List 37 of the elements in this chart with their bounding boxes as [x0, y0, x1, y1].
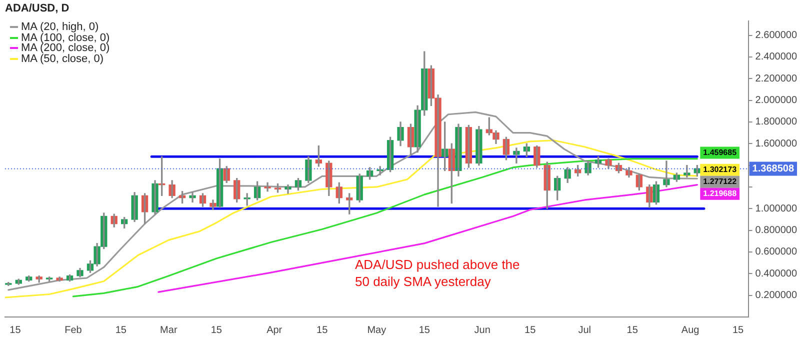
y-tick-label: 2.600000 — [755, 30, 798, 42]
y-tick-label: 2.000000 — [755, 95, 798, 106]
legend-label: MA (50, close, 0) — [20, 52, 104, 64]
y-tick-label: 2.400000 — [755, 52, 798, 63]
y-tick-label: 0.200000 — [755, 290, 798, 302]
y-tick-label: 0.800000 — [755, 225, 798, 236]
data-label: 1.219688 — [703, 189, 738, 198]
x-tick-label: 15 — [210, 324, 222, 336]
data-label: 1.459685 — [703, 148, 738, 157]
y-tick-label: 1.800000 — [755, 116, 798, 128]
x-tick-label: Aug — [681, 324, 700, 336]
legend-label: MA (200, close, 0) — [20, 42, 110, 54]
legend-label: MA (100, close, 0) — [20, 32, 110, 44]
x-tick-label: 15 — [316, 324, 328, 336]
x-tick-label: 15 — [10, 324, 22, 336]
y-tick-label: 0.600000 — [755, 246, 798, 258]
x-tick-label: 15 — [115, 324, 127, 336]
y-tick-label: 0.400000 — [755, 268, 798, 280]
x-tick-label: May — [367, 324, 386, 336]
x-tick-label: Jun — [474, 324, 490, 336]
annotation: ADA/USD pushed above the 50 daily SMA yesterday — [355, 256, 520, 290]
data-label: 1.302173 — [703, 165, 738, 174]
x-tick-label: Jul — [578, 324, 592, 336]
y-tick-label: 1.600000 — [755, 138, 798, 150]
chart-title: ADA/USD, D — [5, 2, 70, 15]
legend-label: MA (20, high, 0) — [20, 21, 100, 33]
x-tick-label: 15 — [418, 324, 430, 336]
x-tick-label: Mar — [160, 324, 178, 336]
x-tick-label: Feb — [64, 324, 82, 336]
x-tick-label: 15 — [524, 324, 536, 336]
ref-line-label: 1.368508 — [752, 163, 794, 174]
x-tick-label: 15 — [732, 324, 744, 336]
y-tick-label: 2.200000 — [755, 73, 798, 84]
data-label: 1.277122 — [703, 177, 738, 186]
y-tick-label: 1.000000 — [755, 203, 798, 214]
x-tick-label: Apr — [266, 324, 283, 336]
x-tick-label: 15 — [626, 324, 638, 336]
